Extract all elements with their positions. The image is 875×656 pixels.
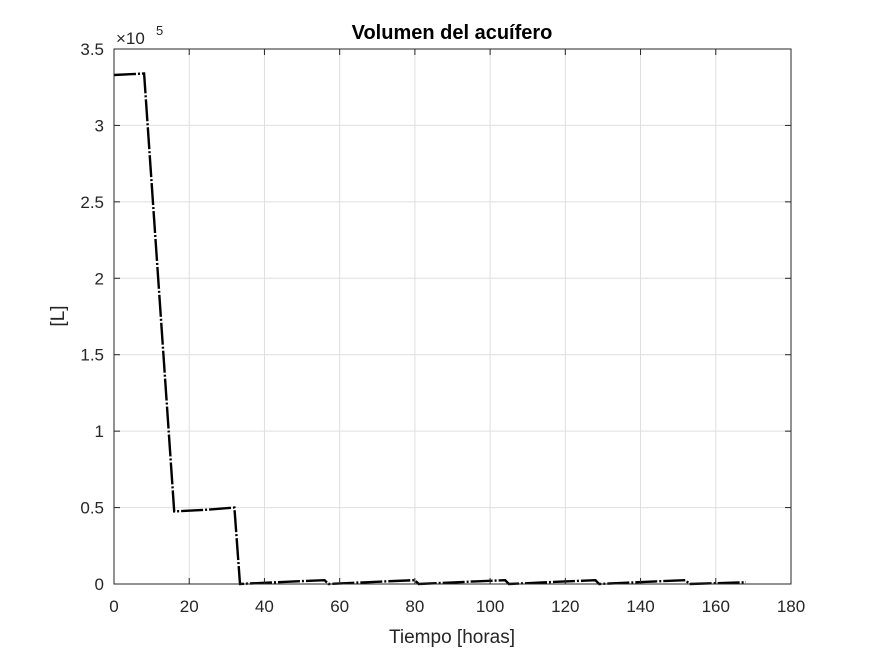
y-exponent-power: 5: [156, 23, 163, 38]
x-tick-label: 80: [405, 597, 424, 616]
x-tick-label: 160: [702, 597, 730, 616]
plot-area: [114, 49, 791, 584]
tick-marks: [113, 48, 792, 585]
x-tick-label: 60: [330, 597, 349, 616]
y-axis-label: [L]: [48, 305, 69, 326]
x-tick-label: 0: [109, 597, 118, 616]
y-tick-label: 2.5: [80, 193, 104, 212]
y-tick-label: 3.5: [80, 40, 104, 59]
y-tick-label: 2: [95, 269, 104, 288]
x-tick-labels: 0 20 40 60 80 100 120 140 160 180: [109, 597, 805, 616]
y-exponent-base: ×10: [116, 29, 145, 48]
y-exponent-label: ×10 5: [116, 23, 163, 48]
x-tick-label: 20: [180, 597, 199, 616]
x-axis-label: Tiempo [horas]: [389, 627, 515, 648]
y-tick-label: 3: [95, 116, 104, 135]
x-tick-label: 100: [476, 597, 504, 616]
y-tick-label: 1.5: [80, 346, 104, 365]
y-tick-labels: 0 0.5 1 1.5 2 2.5 3 3.5: [80, 40, 104, 594]
axes-background: [114, 49, 791, 584]
y-tick-label: 0: [95, 575, 104, 594]
y-tick-label: 1: [95, 422, 104, 441]
x-tick-label: 120: [551, 597, 579, 616]
x-tick-label: 180: [777, 597, 805, 616]
axes-box: [113, 48, 792, 585]
x-tick-label: 40: [255, 597, 274, 616]
x-tick-label: 140: [626, 597, 654, 616]
chart-title: Volumen del acuífero: [352, 22, 553, 44]
axes-frame: [113, 48, 792, 585]
y-tick-label: 0.5: [80, 499, 104, 518]
